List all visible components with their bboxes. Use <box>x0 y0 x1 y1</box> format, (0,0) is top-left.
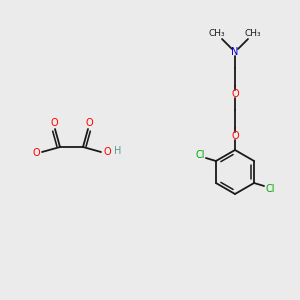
Text: CH₃: CH₃ <box>245 29 261 38</box>
Text: O: O <box>50 118 58 128</box>
Text: N: N <box>231 47 239 57</box>
Text: CH₃: CH₃ <box>209 29 225 38</box>
Text: H: H <box>114 146 122 156</box>
Text: O: O <box>231 131 239 141</box>
Text: O: O <box>103 147 111 157</box>
Text: O: O <box>85 118 93 128</box>
Text: O: O <box>32 148 40 158</box>
Text: Cl: Cl <box>265 184 275 194</box>
Text: O: O <box>231 89 239 99</box>
Text: Cl: Cl <box>195 150 205 160</box>
